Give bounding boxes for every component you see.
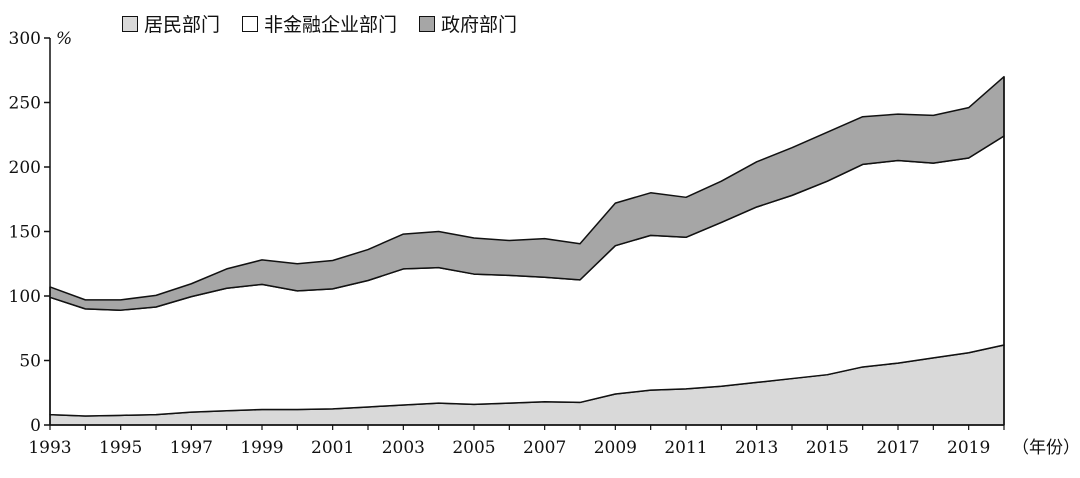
x-tick-label: 2019	[947, 438, 990, 458]
y-tick-label: 300	[9, 29, 41, 49]
legend-swatch-government	[419, 15, 436, 32]
x-tick-label: 1995	[99, 438, 142, 458]
legend-swatch-corporate	[242, 15, 259, 32]
legend-item-government: 政府部门	[419, 10, 517, 37]
legend-swatch-household	[122, 15, 138, 32]
x-tick-label: 1997	[170, 438, 213, 458]
x-ticks: 1993 1995 1997 1999 2001 2003 2005 2007 2009 2011…	[28, 425, 1005, 458]
x-tick-label: 2017	[876, 438, 919, 458]
legend-label-household: 居民部门	[144, 14, 221, 36]
legend: 居民部门 非金融企业部门 政府部门	[122, 10, 539, 37]
x-tick-label: 2001	[311, 438, 354, 458]
y-tick-label: 200	[9, 158, 41, 178]
x-tick-label: 1993	[28, 438, 71, 458]
y-tick-label: 100	[9, 287, 41, 307]
x-tick-label: 2003	[382, 438, 425, 458]
x-unit-label: （年份）	[1012, 438, 1080, 458]
legend-item-household: 居民部门	[122, 10, 220, 37]
x-tick-label: 2005	[452, 438, 495, 458]
area-layers	[49, 75, 1005, 426]
x-tick-label: 2015	[806, 438, 849, 458]
x-tick-label: 1999	[240, 438, 283, 458]
x-tick-label: 2007	[523, 438, 566, 458]
legend-item-corporate: 非金融企业部门	[242, 10, 397, 37]
y-tick-label: 50	[19, 352, 41, 372]
y-tick-label: 250	[9, 94, 41, 114]
x-tick-label: 2011	[664, 438, 707, 458]
y-tick-label: 150	[9, 223, 41, 243]
y-ticks: 0 50 100 150 200 250 300	[9, 29, 50, 436]
x-tick-label: 2009	[594, 438, 637, 458]
y-unit-label: %	[56, 29, 72, 49]
legend-label-corporate: 非金融企业部门	[264, 14, 398, 36]
y-tick-label: 0	[30, 416, 41, 436]
legend-label-government: 政府部门	[441, 14, 518, 36]
x-tick-label: 2013	[735, 438, 778, 458]
